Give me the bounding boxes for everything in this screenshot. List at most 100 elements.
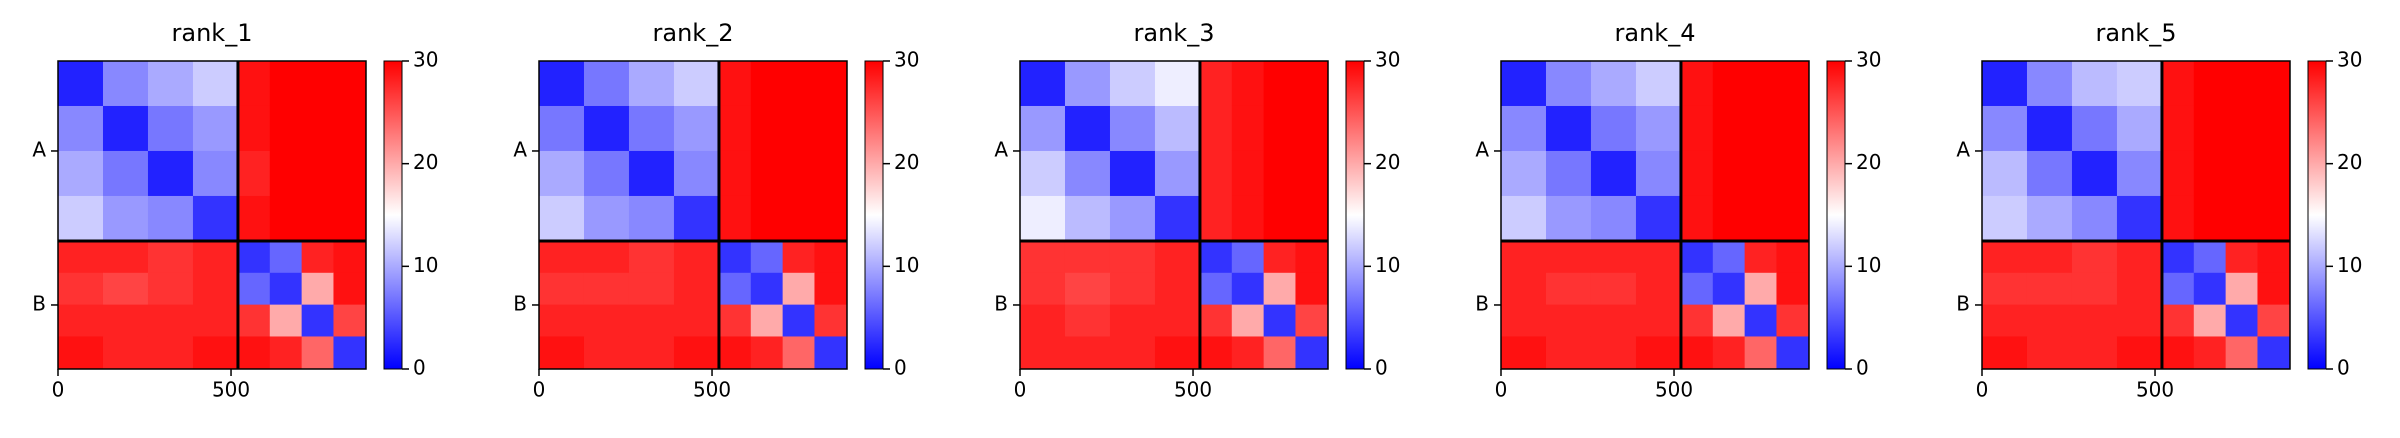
heatmap-cell (2225, 150, 2258, 197)
heatmap-cell (1501, 150, 1547, 197)
heatmap-cell (1712, 336, 1746, 370)
heatmap-cell (673, 336, 720, 370)
y-tick-label: A (513, 137, 527, 161)
heatmap-cell (1295, 336, 1329, 370)
plot-frame (1981, 60, 2291, 370)
heatmap-cell (1712, 240, 1746, 274)
heatmap-cell (1776, 150, 1810, 197)
heatmap-cell (1744, 195, 1777, 242)
colorbar-tick-label: 10 (1375, 253, 1400, 277)
heatmap-cell (782, 61, 815, 107)
colorbar-tick-label: 20 (1375, 150, 1400, 174)
heatmap-cell (269, 272, 303, 306)
heatmap-cell (2257, 304, 2291, 337)
heatmap-cell (147, 304, 194, 337)
heatmap-cell (2193, 240, 2227, 274)
heatmap-cell (1744, 272, 1777, 306)
colorbar-tick-label: 30 (894, 48, 919, 72)
heatmap-cell (301, 150, 334, 197)
heatmap-cell (1231, 150, 1265, 197)
heatmap-cell (1545, 195, 1592, 242)
heatmap-cell (2116, 304, 2163, 337)
heatmap-cell (673, 150, 720, 197)
heatmap-cell (1199, 272, 1233, 306)
x-tick-label: 500 (2136, 378, 2174, 402)
heatmap-cell (2116, 150, 2163, 197)
heatmap-cell (237, 105, 271, 152)
heatmap-cell (2026, 336, 2073, 370)
heatmap-cell (1263, 336, 1296, 370)
heatmap-cell (1545, 105, 1592, 152)
heatmap-cell (782, 195, 815, 242)
heatmap-cell (1545, 336, 1592, 370)
heatmap-cell (628, 272, 675, 306)
heatmap-cell (718, 105, 752, 152)
heatmap-cell (2026, 195, 2073, 242)
y-tick-label: A (994, 137, 1008, 161)
heatmap-cell (750, 272, 784, 306)
heatmap-cell (2161, 336, 2195, 370)
heatmap-cell (1744, 336, 1777, 370)
heatmap-cell (1064, 105, 1111, 152)
heatmap-cell (2193, 195, 2227, 242)
heatmap-cell (814, 61, 848, 107)
heatmap-cell (628, 61, 675, 107)
heatmap-cell (1545, 272, 1592, 306)
colorbar-tick-label: 30 (413, 48, 438, 72)
heatmap-cell (1263, 61, 1296, 107)
heatmap-cell (750, 336, 784, 370)
heatmap-cell (782, 105, 815, 152)
heatmap-cell (1776, 304, 1810, 337)
heatmap-cell (2071, 272, 2118, 306)
heatmap-cell (2257, 105, 2291, 152)
heatmap-cell (1982, 336, 2028, 370)
heatmap-cell (192, 105, 239, 152)
heatmap-cell (1199, 240, 1233, 274)
colorbar-tick-label: 10 (2337, 253, 2362, 277)
heatmap-cell (147, 61, 194, 107)
heatmap-cell (1064, 195, 1111, 242)
heatmap-cell (269, 240, 303, 274)
heatmap-cell (782, 336, 815, 370)
heatmap-cell (1199, 105, 1233, 152)
panel-title: rank_2 (653, 19, 734, 47)
heatmap-cell (1776, 195, 1810, 242)
heatmap-cell (1199, 150, 1233, 197)
heatmap-cell (782, 304, 815, 337)
heatmap-cell (1982, 304, 2028, 337)
heatmap-cell (333, 61, 367, 107)
heatmap-cell (2193, 150, 2227, 197)
heatmap-cell (1501, 195, 1547, 242)
heatmap-cell (814, 336, 848, 370)
heatmap-cell (750, 195, 784, 242)
heatmap-cell (102, 61, 149, 107)
heatmap-cell (147, 150, 194, 197)
heatmap-cell (628, 150, 675, 197)
heatmap-cell (1295, 240, 1329, 274)
heatmap-cell (2193, 336, 2227, 370)
heatmap-cell (1744, 240, 1777, 274)
heatmap-cell (718, 61, 752, 107)
heatmap-cell (1635, 272, 1682, 306)
plot-frame (538, 60, 848, 370)
heatmap-cell (2161, 150, 2195, 197)
heatmap-cell (1501, 272, 1547, 306)
heatmap-cell (147, 272, 194, 306)
heatmap-cell (1590, 195, 1637, 242)
heatmap-cell (1744, 105, 1777, 152)
heatmap-cell (1501, 240, 1547, 274)
heatmap-cell (2026, 105, 2073, 152)
colorbar-tick-label: 10 (413, 253, 438, 277)
heatmap-cell (1545, 304, 1592, 337)
heatmap-cell (1635, 304, 1682, 337)
heatmap-cell (1501, 105, 1547, 152)
heatmap-cell (583, 272, 630, 306)
heatmap-cell (58, 195, 104, 242)
heatmap-cell (718, 240, 752, 274)
colorbar-tick-label: 30 (1375, 48, 1400, 72)
heatmap-cell (2161, 105, 2195, 152)
heatmap-cell (628, 240, 675, 274)
heatmap-cell (301, 240, 334, 274)
y-tick-label: A (1475, 137, 1489, 161)
heatmap-cell (269, 195, 303, 242)
